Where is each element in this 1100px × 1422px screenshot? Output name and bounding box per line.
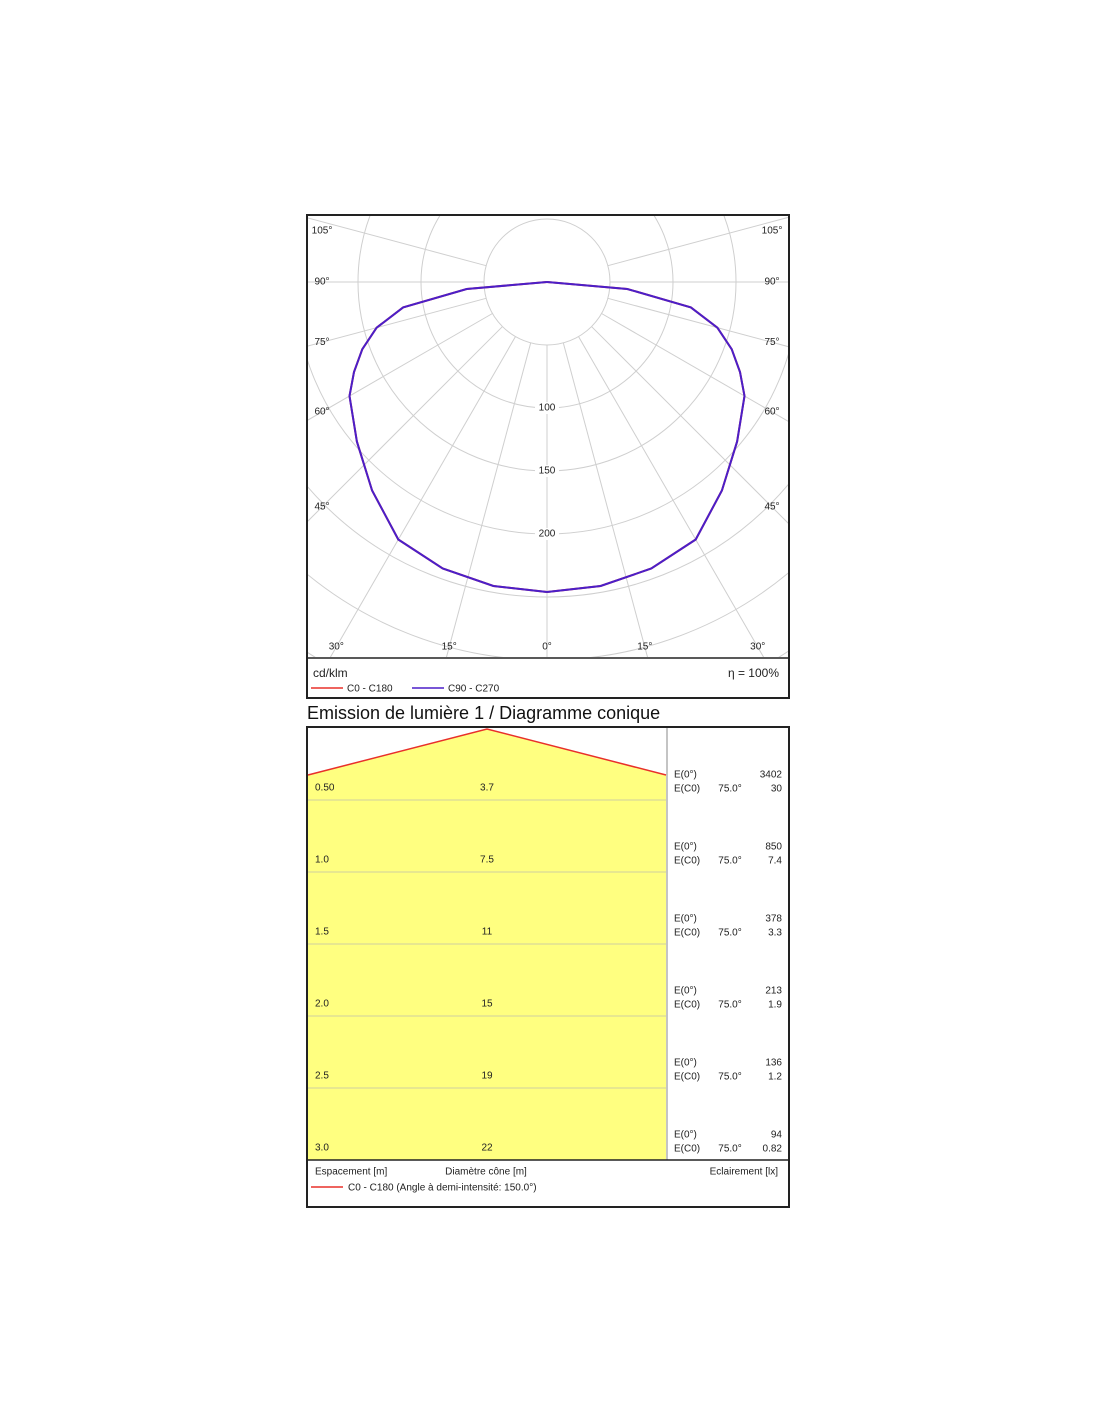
diameter: 11	[482, 927, 493, 938]
efficiency: η = 100%	[728, 666, 779, 680]
legend-label: C0 - C180	[347, 684, 393, 695]
height: 0.50	[315, 783, 335, 794]
angle-label: 15°	[442, 642, 457, 653]
angle-label: 60°	[314, 407, 329, 418]
e0: 94	[771, 1130, 783, 1141]
angle: 75.0°	[718, 856, 741, 867]
polar-frame	[306, 214, 790, 699]
unit-label: cd/klm	[313, 666, 348, 680]
angle-label: 30°	[750, 642, 765, 653]
ec0-label: E(C0)	[674, 856, 700, 867]
diameter: 15	[481, 999, 493, 1010]
cone-rows: 0.50 3.7 E(0°) 3402 E(C0) 75.0° 30 1.0 7.5 E(0°) 8…	[308, 770, 782, 1155]
ec0-label: E(C0)	[674, 1072, 700, 1083]
ec0: 1.2	[768, 1072, 782, 1083]
diameter: 7.5	[480, 855, 494, 866]
ec0: 1.9	[768, 1000, 782, 1011]
footer-diameter: Diamètre cône [m]	[445, 1167, 527, 1178]
cone-edge	[307, 728, 667, 776]
diameter: 3.7	[480, 783, 494, 794]
ec0: 7.4	[768, 856, 782, 867]
grid-spoke	[607, 216, 788, 267]
cone-title: Emission de lumière 1 / Diagramme coniqu…	[307, 703, 660, 723]
angle-label: 90°	[764, 277, 779, 288]
legend: C0 - C180 C90 - C270	[311, 684, 500, 695]
e0: 378	[765, 914, 782, 925]
ec0: 0.82	[763, 1144, 783, 1155]
diameter: 22	[481, 1143, 493, 1154]
r-tick-label: 150	[539, 466, 556, 477]
footer-legend: C0 - C180 (Angle à demi-intensité: 150.0…	[348, 1183, 537, 1194]
angle: 75.0°	[718, 928, 741, 939]
angle-label: 60°	[764, 407, 779, 418]
angle: 75.0°	[718, 1000, 741, 1011]
ec0: 30	[771, 784, 783, 795]
grid-spoke	[308, 217, 487, 267]
ec0-label: E(C0)	[674, 928, 700, 939]
angle-label: 0°	[542, 642, 552, 653]
angle-label: 45°	[764, 502, 779, 513]
e0: 136	[765, 1058, 782, 1069]
r-label-bg	[535, 465, 559, 477]
grid-spoke	[308, 297, 487, 347]
e0: 213	[765, 986, 782, 997]
grid-spoke	[329, 336, 516, 657]
angle-label: 105°	[312, 226, 333, 237]
angle: 75.0°	[718, 1072, 741, 1083]
e0-label: E(0°)	[674, 1058, 697, 1069]
grid-spoke	[308, 326, 503, 522]
polar-labels: 0° 15° 15° 30° 30° 45° 45° 60° 60° 75° 75° 90° 90° 10…	[312, 226, 783, 653]
angle: 75.0°	[718, 1144, 741, 1155]
height: 1.0	[315, 855, 329, 866]
legend-label: C90 - C270	[448, 684, 500, 695]
r-label-bg	[535, 528, 559, 540]
height: 1.5	[315, 927, 329, 938]
angle-label: 105°	[762, 226, 783, 237]
angle-label: 90°	[314, 277, 329, 288]
grid-spoke	[446, 342, 532, 657]
e0-label: E(0°)	[674, 770, 697, 781]
e0: 850	[765, 842, 782, 853]
e0-label: E(0°)	[674, 842, 697, 853]
grid-spoke	[607, 297, 788, 348]
grid-spoke	[601, 313, 788, 422]
ec0-label: E(C0)	[674, 784, 700, 795]
e0-label: E(0°)	[674, 986, 697, 997]
r-label-bg	[535, 402, 559, 414]
ec0: 3.3	[768, 928, 782, 939]
angle-label: 75°	[764, 337, 779, 348]
footer-spacing: Espacement [m]	[315, 1167, 387, 1178]
angle-label: 30°	[329, 642, 344, 653]
angle-label: 45°	[314, 502, 329, 513]
angle-label: 75°	[314, 337, 329, 348]
height: 2.5	[315, 1071, 329, 1082]
ec0-label: E(C0)	[674, 1000, 700, 1011]
intensity-curve	[546, 281, 746, 593]
grid-spoke	[308, 313, 493, 421]
ec0-label: E(C0)	[674, 1144, 700, 1155]
e0-label: E(0°)	[674, 1130, 697, 1141]
intensity-curve	[348, 281, 548, 593]
r-tick-label: 100	[539, 403, 556, 414]
diameter: 19	[481, 1071, 493, 1082]
grid-spoke	[591, 326, 788, 524]
grid-spoke	[562, 342, 648, 657]
height: 2.0	[315, 999, 329, 1010]
e0-label: E(0°)	[674, 914, 697, 925]
angle: 75.0°	[718, 784, 741, 795]
footer-illuminance: Eclairement [lx]	[710, 1167, 779, 1178]
height: 3.0	[315, 1143, 329, 1154]
grid-spoke	[578, 336, 765, 657]
angle-label: 15°	[637, 642, 652, 653]
e0: 3402	[760, 770, 783, 781]
r-tick-label: 200	[539, 529, 556, 540]
